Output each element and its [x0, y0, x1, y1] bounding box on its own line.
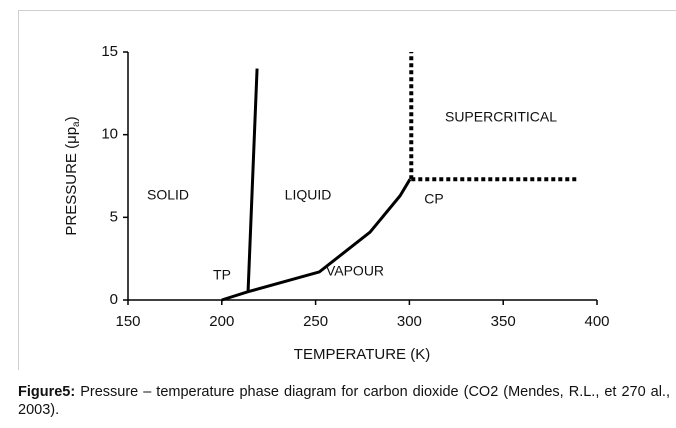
region-label: SOLID: [147, 187, 189, 203]
y-tick-label: 15: [101, 43, 118, 60]
region-label: LIQUID: [285, 187, 332, 203]
y-axis-label-end: ): [63, 116, 80, 121]
caption-label: Figure5:: [18, 384, 76, 400]
x-tick-label: 150: [115, 313, 140, 330]
y-tick-label: 10: [101, 126, 118, 143]
y-tick-label: 0: [110, 291, 118, 308]
x-tick-label: 350: [491, 313, 516, 330]
region-label: VAPOUR: [326, 263, 384, 279]
phase-boundary: [221, 178, 412, 302]
region-label: CP: [424, 191, 443, 207]
region-label: SUPERCRITICAL: [445, 109, 557, 125]
x-tick-label: 400: [584, 313, 609, 330]
x-tick-label: 250: [303, 313, 328, 330]
caption-text: Pressure – temperature phase diagram for…: [18, 384, 670, 418]
x-axis-label: TEMPERATURE (K): [294, 346, 430, 363]
region-label: TP: [213, 267, 231, 283]
y-axis-label: PRESSURE (μpa): [63, 116, 82, 235]
y-tick-label: 5: [110, 208, 118, 225]
x-tick-label: 300: [397, 313, 422, 330]
chart: TEMPERATURE (K) PRESSURE (μpa) 150 200 250…: [63, 43, 610, 363]
x-tick-label: 200: [209, 313, 234, 330]
phase-boundary: [246, 68, 259, 292]
y-axis-label-sub: a: [71, 121, 82, 127]
figure-frame: [18, 10, 676, 370]
y-axis-label-main: PRESSURE (μp: [63, 127, 80, 236]
caption: Figure5: Pressure – temperature phase di…: [18, 383, 670, 419]
